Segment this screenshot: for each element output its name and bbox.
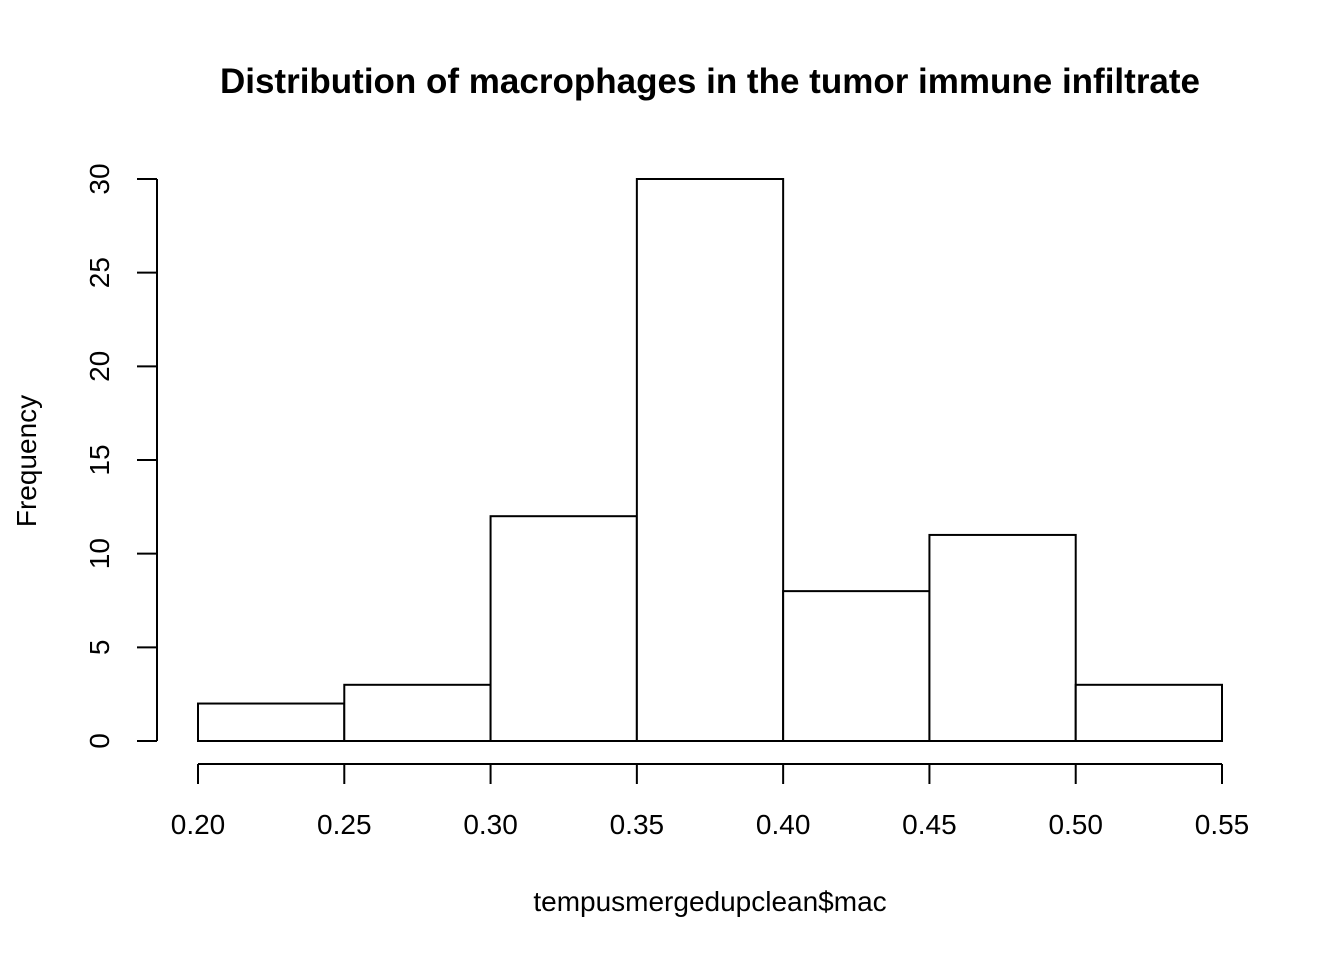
histogram-bar <box>343 683 492 742</box>
x-tick-label: 0.55 <box>1195 809 1250 840</box>
x-tick-label: 0.25 <box>317 809 372 840</box>
x-tick-label: 0.40 <box>756 809 811 840</box>
y-tick-label: 10 <box>84 538 115 569</box>
y-tick-label: 25 <box>84 257 115 288</box>
histogram-bar <box>197 702 346 742</box>
x-tick-label: 0.20 <box>171 809 226 840</box>
x-tick-label: 0.45 <box>902 809 957 840</box>
y-tick-label: 30 <box>84 163 115 194</box>
histogram-bar <box>1074 683 1223 742</box>
y-tick-label: 0 <box>84 733 115 749</box>
x-tick-label: 0.50 <box>1048 809 1103 840</box>
histogram-bar <box>782 590 931 743</box>
chart-title: Distribution of macrophages in the tumor… <box>220 62 1200 101</box>
y-tick-label: 20 <box>84 351 115 382</box>
bars-group <box>197 178 1223 743</box>
y-tick-label: 5 <box>84 640 115 656</box>
histogram-bar <box>635 178 785 742</box>
x-tick-label: 0.35 <box>610 809 665 840</box>
x-axis-label: tempusmergedupclean$mac <box>533 886 886 917</box>
histogram-bar <box>928 533 1077 743</box>
y-axis-label: Frequency <box>11 395 42 527</box>
x-axis: 0.20 0.25 0.30 0.35 0.40 0.45 0.50 0.55 <box>171 763 1250 840</box>
y-axis: 0 5 10 15 20 25 30 <box>84 163 158 749</box>
y-tick-label: 15 <box>84 444 115 475</box>
x-tick-label: 0.30 <box>463 809 518 840</box>
histogram-bar <box>489 515 638 743</box>
